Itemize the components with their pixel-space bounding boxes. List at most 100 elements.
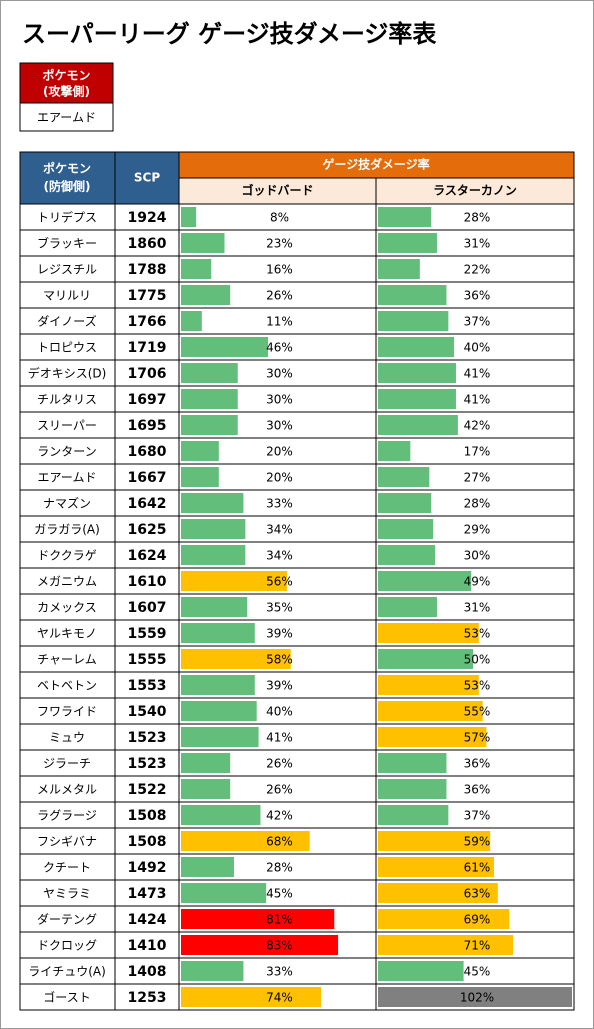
row-name: ヤミラミ: [43, 887, 91, 901]
header: ポケモン: [43, 161, 91, 176]
cell: [19, 385, 116, 413]
row-scp: 1508: [128, 808, 167, 824]
value-label: 57%: [464, 731, 491, 745]
value-label: 36%: [464, 783, 491, 797]
title: スーパーリーグ ゲージ技ダメージ率表: [22, 20, 437, 48]
cell: [19, 411, 116, 439]
cell: [114, 255, 180, 283]
data-bar: [181, 337, 269, 357]
row-name: ダーテング: [37, 912, 97, 927]
data-bar: [181, 727, 259, 747]
cell: [19, 62, 114, 104]
value-label: 23%: [266, 237, 293, 251]
attacker-name: エアームド: [37, 111, 96, 125]
row-name: クチート: [43, 861, 91, 875]
row-scp: 1695: [128, 418, 167, 434]
data-bar: [181, 233, 225, 253]
value-label: 61%: [464, 861, 491, 875]
cell: [19, 619, 116, 647]
data-bar: [378, 779, 447, 799]
value-label: 37%: [464, 315, 491, 329]
data-bar: [378, 805, 449, 825]
cell: [19, 957, 116, 985]
value-label: 36%: [464, 757, 491, 771]
row-name: ミュウ: [49, 731, 85, 745]
row-scp: 1697: [128, 392, 167, 408]
cell: [114, 541, 180, 569]
data-bar: [378, 493, 432, 513]
row-scp: 1788: [128, 262, 167, 278]
row-scp: 1555: [128, 652, 167, 668]
value-label: 41%: [464, 367, 491, 381]
data-bar: [378, 597, 437, 617]
row-scp: 1523: [128, 730, 167, 746]
value-label: 26%: [266, 289, 293, 303]
value-label: 22%: [464, 263, 491, 277]
row-scp: 1559: [128, 626, 167, 642]
data-bar: [181, 545, 246, 565]
cell: [114, 645, 180, 673]
value-label: 68%: [266, 835, 293, 849]
data-bar: [181, 935, 339, 955]
value-label: 49%: [464, 575, 491, 589]
cell: [19, 931, 116, 959]
value-label: 59%: [464, 835, 491, 849]
value-label: 53%: [464, 679, 491, 693]
value-label: 20%: [266, 445, 293, 459]
value-label: 27%: [464, 471, 491, 485]
data-bar: [181, 363, 238, 383]
header: ラスターカノン: [433, 184, 517, 198]
row-scp: 1766: [128, 314, 167, 330]
value-label: 40%: [464, 341, 491, 355]
data-bar: [378, 233, 437, 253]
row-name: エアームド: [38, 471, 97, 485]
header: (防御側): [44, 179, 91, 194]
cell: [114, 879, 180, 907]
value-label: 81%: [266, 913, 293, 927]
cell: [19, 151, 116, 205]
value-label: 50%: [464, 653, 491, 667]
row-scp: 1410: [128, 938, 167, 954]
row-scp: 1719: [128, 340, 167, 356]
row-scp: 1706: [128, 366, 167, 382]
row-scp: 1523: [128, 756, 167, 772]
value-label: 31%: [464, 601, 491, 615]
data-bar: [181, 883, 267, 903]
row-scp: 1610: [128, 574, 167, 590]
cell: [19, 463, 116, 491]
row-name: フワライド: [37, 705, 97, 719]
data-bar: [378, 259, 420, 279]
data-bar: [181, 441, 219, 461]
row-name: ベトベトン: [37, 679, 97, 693]
row-scp: 1553: [128, 678, 167, 694]
value-label: 16%: [266, 263, 293, 277]
data-bar: [378, 571, 472, 591]
cell: [19, 905, 116, 933]
data-bar: [378, 909, 510, 929]
value-label: 53%: [464, 627, 491, 641]
data-bar: [378, 363, 456, 383]
value-label: 41%: [464, 393, 491, 407]
cell: [19, 515, 116, 543]
data-bar: [378, 389, 456, 409]
row-name: ゴースト: [43, 990, 90, 1005]
data-bar: [181, 909, 335, 929]
value-label: 42%: [464, 419, 491, 433]
value-label: 8%: [270, 211, 289, 225]
row-scp: 1508: [128, 834, 167, 850]
data-bar: [181, 831, 310, 851]
row-name: チルタリス: [37, 393, 97, 407]
cell: [19, 102, 114, 132]
row-name: ダイノーズ: [37, 314, 96, 329]
cell: [19, 697, 116, 725]
data-bar: [378, 753, 447, 773]
row-name: フシギバナ: [37, 835, 97, 849]
row-name: ブラッキー: [37, 236, 97, 251]
value-label: 33%: [266, 497, 293, 511]
cell: [114, 437, 180, 465]
row-scp: 1473: [128, 886, 167, 902]
data-bar: [181, 675, 255, 695]
data-bar: [181, 415, 238, 435]
row-scp: 1607: [128, 600, 167, 616]
